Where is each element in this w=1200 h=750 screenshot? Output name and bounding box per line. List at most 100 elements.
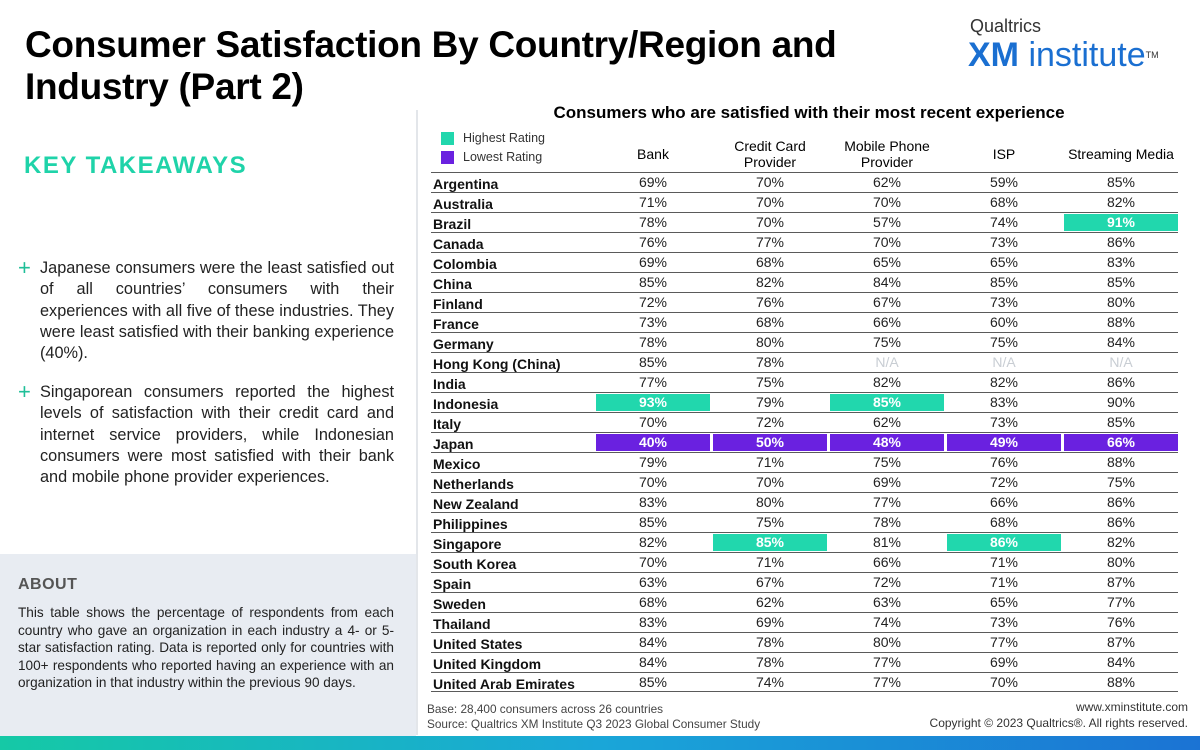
- value-cell-streaming-media: 91%: [1064, 214, 1178, 231]
- table-row: Singapore 82% 85% 81% 86% 82%: [431, 532, 1178, 552]
- value-cell-streaming-media: 85%: [1106, 274, 1136, 290]
- page-title: Consumer Satisfaction By Country/Region …: [25, 24, 837, 107]
- value-cell-credit-card: 78%: [755, 654, 785, 670]
- value-cell-mobile-phone: 66%: [872, 554, 902, 570]
- takeaway-bullet: + Singaporean consumers reported the hig…: [18, 380, 394, 488]
- value-cell-isp: N/A: [992, 354, 1016, 370]
- value-cell-mobile-phone: 78%: [872, 514, 902, 530]
- value-cell-bank: 77%: [638, 374, 668, 390]
- value-cell-isp: 65%: [989, 254, 1019, 270]
- value-cell-streaming-media: 86%: [1106, 234, 1136, 250]
- value-cell-bank: 83%: [638, 614, 668, 630]
- value-cell-bank: 68%: [638, 594, 668, 610]
- value-cell-isp: 83%: [989, 394, 1019, 410]
- value-cell-bank: 63%: [638, 574, 668, 590]
- table-row: Thailand 83% 69% 74% 73% 76%: [431, 612, 1178, 632]
- value-cell-bank: 70%: [638, 554, 668, 570]
- value-cell-credit-card: 70%: [755, 214, 785, 230]
- takeaway-text: Japanese consumers were the least satisf…: [40, 259, 394, 363]
- legend-label-highest: Highest Rating: [463, 131, 545, 145]
- value-cell-bank: 76%: [638, 234, 668, 250]
- value-cell-streaming-media: 77%: [1106, 594, 1136, 610]
- value-cell-mobile-phone: 82%: [872, 374, 902, 390]
- value-cell-bank: 69%: [638, 174, 668, 190]
- country-label: South Korea: [433, 556, 517, 572]
- value-cell-credit-card: 78%: [755, 634, 785, 650]
- logo-qualtrics-text: Qualtrics: [970, 16, 1042, 36]
- value-cell-credit-card: 69%: [755, 614, 785, 630]
- takeaway-bullet: + Japanese consumers were the least sati…: [18, 256, 394, 364]
- value-cell-bank: 85%: [638, 514, 668, 530]
- value-cell-credit-card: 50%: [713, 434, 827, 451]
- value-cell-mobile-phone: 48%: [830, 434, 944, 451]
- footer-base: Base: 28,400 consumers across 26 countri…: [427, 702, 664, 716]
- country-label: Netherlands: [433, 476, 514, 492]
- country-label: Canada: [433, 236, 484, 252]
- footer-copyright-block: www.xminstitute.com Copyright © 2023 Qua…: [930, 699, 1188, 731]
- value-cell-isp: 49%: [947, 434, 1061, 451]
- value-cell-streaming-media: 86%: [1106, 494, 1136, 510]
- country-label: Singapore: [433, 536, 502, 552]
- value-cell-credit-card: 75%: [755, 514, 785, 530]
- value-cell-mobile-phone: 74%: [872, 614, 902, 630]
- value-cell-streaming-media: 87%: [1106, 634, 1136, 650]
- legend-label-lowest: Lowest Rating: [463, 150, 543, 164]
- value-cell-mobile-phone: N/A: [875, 354, 899, 370]
- value-cell-credit-card: 70%: [755, 174, 785, 190]
- value-cell-isp: 73%: [989, 414, 1019, 430]
- footer-source: Source: Qualtrics XM Institute Q3 2023 G…: [427, 717, 761, 731]
- legend-swatch-lowest: [441, 150, 454, 164]
- value-cell-isp: 74%: [989, 214, 1019, 230]
- country-label: Thailand: [433, 616, 491, 632]
- table-row: India 77% 75% 82% 82% 86%: [431, 372, 1178, 392]
- value-cell-mobile-phone: 72%: [872, 574, 902, 590]
- value-cell-bank: 83%: [638, 494, 668, 510]
- value-cell-streaming-media: 87%: [1106, 574, 1136, 590]
- value-cell-mobile-phone: 66%: [872, 314, 902, 330]
- country-label: Finland: [433, 296, 483, 312]
- value-cell-streaming-media: 84%: [1106, 334, 1136, 350]
- legend-swatch-highest: [441, 131, 454, 145]
- table-row: Philippines 85% 75% 78% 68% 86%: [431, 512, 1178, 532]
- value-cell-streaming-media: 80%: [1106, 554, 1136, 570]
- table-row: United States 84% 78% 80% 77% 87%: [431, 632, 1178, 652]
- value-cell-streaming-media: 84%: [1106, 654, 1136, 670]
- value-cell-isp: 68%: [989, 194, 1019, 210]
- website-link[interactable]: www.xminstitute.com: [1075, 700, 1188, 714]
- value-cell-credit-card: 72%: [755, 414, 785, 430]
- vertical-divider: [416, 110, 418, 735]
- value-cell-mobile-phone: 70%: [872, 194, 902, 210]
- column-header-mobile-phone: Mobile Phone Provider: [844, 138, 930, 170]
- value-cell-streaming-media: 66%: [1064, 434, 1178, 451]
- value-cell-streaming-media: N/A: [1109, 354, 1133, 370]
- table-row: Italy 70% 72% 62% 73% 85%: [431, 412, 1178, 432]
- xm-institute-logo: Qualtrics XM instituteTM: [968, 16, 1178, 73]
- value-cell-bank: 93%: [596, 394, 710, 411]
- table-row: Germany 78% 80% 75% 75% 84%: [431, 332, 1178, 352]
- value-cell-mobile-phone: 67%: [872, 294, 902, 310]
- legend-highest: Highest Rating: [441, 131, 545, 145]
- country-label: Indonesia: [433, 396, 499, 412]
- value-cell-isp: 73%: [989, 294, 1019, 310]
- country-label: Argentina: [433, 176, 499, 192]
- table-row: South Korea 70% 71% 66% 71% 80%: [431, 552, 1178, 572]
- value-cell-mobile-phone: 81%: [872, 534, 902, 550]
- logo-main-text: XM instituteTM: [968, 36, 1159, 74]
- footer-notes: Base: 28,400 consumers across 26 countri…: [427, 702, 760, 732]
- satisfaction-table: Argentina 69% 70% 62% 59% 85% Australia 71% 70% 7…: [431, 172, 1178, 692]
- country-label: Italy: [433, 416, 462, 432]
- value-cell-credit-card: 77%: [755, 234, 785, 250]
- value-cell-bank: 79%: [638, 454, 668, 470]
- value-cell-bank: 73%: [638, 314, 668, 330]
- table-row: United Kingdom 84% 78% 77% 69% 84%: [431, 652, 1178, 672]
- country-label: United Arab Emirates: [433, 676, 575, 692]
- value-cell-isp: 86%: [947, 534, 1061, 551]
- country-label: Germany: [433, 336, 494, 352]
- value-cell-credit-card: 76%: [755, 294, 785, 310]
- value-cell-isp: 68%: [989, 514, 1019, 530]
- value-cell-credit-card: 71%: [755, 554, 785, 570]
- copyright-text: Copyright © 2023 Qualtrics®. All rights …: [929, 716, 1188, 730]
- value-cell-streaming-media: 86%: [1106, 514, 1136, 530]
- country-label: United Kingdom: [433, 656, 542, 672]
- table-row: Mexico 79% 71% 75% 76% 88%: [431, 452, 1178, 472]
